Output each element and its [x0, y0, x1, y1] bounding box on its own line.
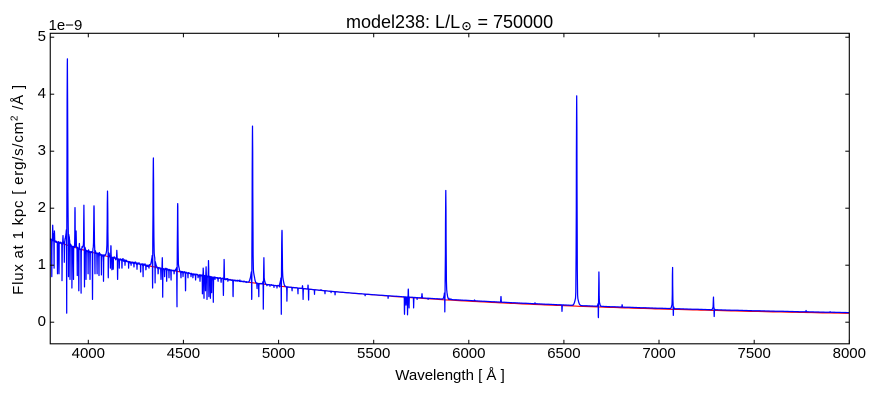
- svg-text:5000: 5000: [262, 345, 295, 362]
- svg-text:8000: 8000: [833, 345, 866, 362]
- svg-text:5: 5: [38, 28, 46, 45]
- svg-text:1e−9: 1e−9: [49, 17, 83, 34]
- svg-text:model238: L/L: model238: L/L: [346, 12, 460, 32]
- svg-text:3: 3: [38, 142, 46, 159]
- svg-text:7000: 7000: [642, 345, 675, 362]
- svg-text:4500: 4500: [167, 345, 200, 362]
- svg-text:= 750000: = 750000: [478, 12, 554, 32]
- svg-text:5500: 5500: [357, 345, 390, 362]
- svg-text:2: 2: [38, 199, 46, 216]
- svg-text:6500: 6500: [547, 345, 580, 362]
- svg-text:0: 0: [38, 313, 46, 330]
- svg-text:1: 1: [38, 256, 46, 273]
- svg-text:4: 4: [38, 85, 46, 102]
- svg-text:6000: 6000: [452, 345, 485, 362]
- svg-text:Wavelength [ Å ]: Wavelength [ Å ]: [395, 367, 505, 384]
- svg-text:Flux at 1 kpc [ erg/s/cm2 /Å: Flux at 1 kpc [ erg/s/cm2 /Å ]: [10, 84, 28, 295]
- svg-text:4000: 4000: [72, 345, 105, 362]
- svg-text:7500: 7500: [738, 345, 771, 362]
